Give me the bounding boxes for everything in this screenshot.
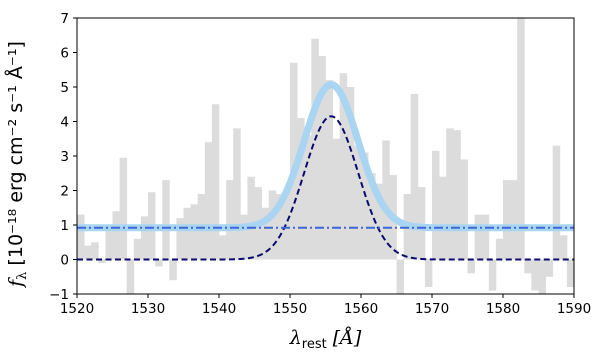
spectrum-bar bbox=[98, 259, 106, 263]
x-axis-label: λrest [Å] bbox=[289, 327, 362, 352]
spectrum-bar bbox=[361, 152, 369, 260]
y-axis-label: fλ [10⁻¹⁸ erg cm⁻² s⁻¹ Å⁻¹] bbox=[4, 41, 30, 289]
spectrum-bar bbox=[339, 73, 348, 260]
y-tick-label: 0 bbox=[60, 253, 69, 269]
spectrum-bar bbox=[119, 157, 128, 260]
x-tick-label: 1520 bbox=[60, 301, 94, 317]
spectrum-bar bbox=[297, 118, 305, 260]
x-tick-label: 1540 bbox=[202, 301, 236, 317]
spectrum-bar bbox=[439, 176, 447, 260]
x-tick-label: 1590 bbox=[557, 301, 591, 317]
y-tick-label: 6 bbox=[60, 46, 69, 62]
spectrum-bar bbox=[84, 245, 92, 260]
x-tick-label: 1580 bbox=[486, 301, 520, 317]
spectrum-bar bbox=[105, 225, 113, 260]
spectrum-bar bbox=[247, 176, 255, 260]
y-tick-label: 4 bbox=[60, 115, 69, 131]
spectrum-bar bbox=[503, 180, 511, 260]
spectrum-bar bbox=[552, 145, 561, 260]
spectrum-bar bbox=[417, 187, 426, 260]
spectrum-bar bbox=[453, 130, 461, 260]
y-axis-unit: [10⁻¹⁸ erg cm⁻² s⁻¹ Å⁻¹] bbox=[4, 41, 27, 265]
y-axis-ticks: −1 0 1 2 3 4 5 6 7 bbox=[49, 11, 77, 303]
x-tick-label: 1570 bbox=[415, 301, 449, 317]
x-axis-symbol: λ bbox=[289, 327, 302, 349]
spectrum-bar bbox=[126, 259, 135, 294]
spectrum-bar bbox=[566, 259, 574, 288]
spectrum-bar bbox=[545, 259, 554, 277]
y-axis-subscript: λ bbox=[15, 272, 30, 280]
spectrum-bar bbox=[481, 214, 490, 260]
spectrum-bar bbox=[176, 218, 184, 260]
x-axis-ticks: 1520 1530 1540 1550 1560 1570 1580 1590 bbox=[60, 294, 591, 317]
gaussian-line bbox=[77, 115, 574, 261]
spectrum-bar bbox=[261, 207, 270, 260]
spectrum-bar bbox=[162, 180, 170, 260]
spectrum-bar bbox=[190, 204, 199, 260]
spectrum-bar bbox=[559, 235, 568, 260]
spectrum-bar bbox=[183, 207, 191, 260]
x-tick-label: 1560 bbox=[344, 301, 378, 317]
spectrum-bar bbox=[311, 38, 319, 260]
spectrum-bar bbox=[169, 259, 177, 281]
y-axis-symbol: f bbox=[5, 277, 27, 289]
spectrum-bar bbox=[332, 138, 341, 260]
spectrum-bar bbox=[133, 238, 142, 260]
y-tick-label: 5 bbox=[60, 80, 69, 96]
spectrum-bar bbox=[531, 259, 539, 291]
spectrum-bar bbox=[396, 259, 404, 294]
spectrum-bar bbox=[275, 193, 284, 260]
y-tick-label: 3 bbox=[60, 149, 69, 165]
spectrum-bar bbox=[140, 216, 149, 260]
spectrum-bar bbox=[524, 259, 532, 274]
spectrum-bar bbox=[77, 214, 85, 260]
y-tick-label: −1 bbox=[49, 287, 69, 303]
spectrum-bar bbox=[346, 87, 355, 260]
spectrum-bar bbox=[488, 259, 497, 291]
spectrum-bar bbox=[382, 140, 390, 260]
y-tick-label: 2 bbox=[60, 184, 69, 200]
y-tick-label: 7 bbox=[60, 11, 69, 27]
spectrum-bar bbox=[325, 80, 333, 260]
spectrum-bar bbox=[233, 128, 241, 260]
spectrum-bars bbox=[77, 18, 574, 294]
spectrum-bar bbox=[219, 235, 227, 260]
spectrum-bar bbox=[538, 259, 546, 294]
x-axis-subscript: rest bbox=[302, 337, 327, 352]
spectrum-bar bbox=[368, 173, 376, 260]
spectrum-bar bbox=[211, 104, 220, 260]
spectrum-bar bbox=[240, 214, 248, 260]
spectrum-bar bbox=[510, 180, 518, 260]
y-tick-label: 1 bbox=[60, 218, 69, 234]
model-lines bbox=[77, 81, 574, 261]
spectrum-bar bbox=[226, 180, 234, 260]
spectrum-bar bbox=[424, 259, 433, 288]
spectrum-bar bbox=[204, 142, 213, 260]
spectrum-bar bbox=[318, 55, 326, 260]
spectrum-bar bbox=[91, 242, 99, 260]
spectrum-bar bbox=[112, 211, 120, 260]
spectrum-bar bbox=[375, 183, 383, 260]
spectrum-bar bbox=[290, 62, 298, 260]
x-tick-label: 1550 bbox=[273, 301, 307, 317]
spectrum-bar bbox=[410, 93, 419, 260]
x-axis-unit: [Å] bbox=[333, 327, 362, 349]
spectrum-bar bbox=[432, 150, 440, 260]
spectrum-bar bbox=[268, 190, 277, 260]
spectrum-bar bbox=[474, 214, 483, 260]
spectrum-bar bbox=[495, 238, 504, 260]
spectrum-bar bbox=[155, 259, 163, 267]
spectrum-bar bbox=[446, 128, 454, 260]
spectrum-bar bbox=[460, 159, 468, 260]
x-tick-label: 1530 bbox=[131, 301, 165, 317]
spectrum-bar bbox=[304, 135, 312, 260]
spectrum-bar bbox=[467, 259, 475, 274]
spectrum-bar bbox=[353, 145, 362, 260]
spectrum-bar bbox=[517, 18, 525, 260]
